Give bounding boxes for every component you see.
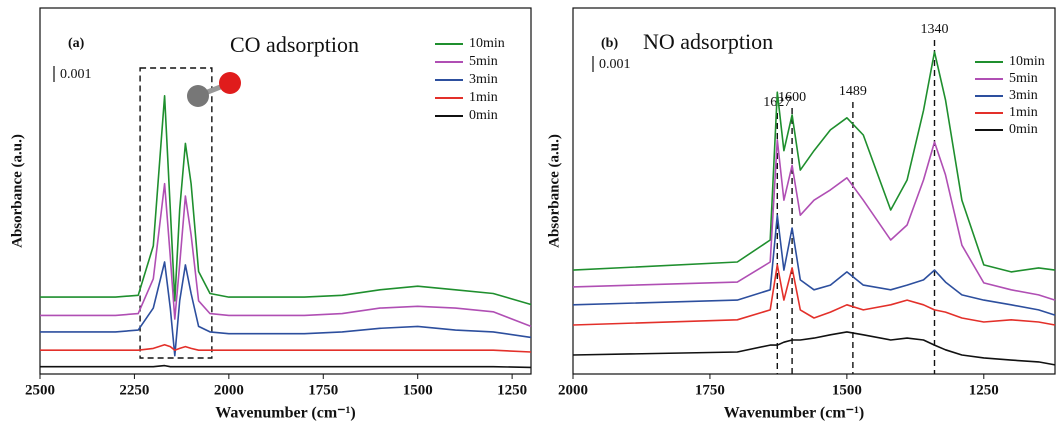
legend-label: 5min xyxy=(1009,71,1038,86)
spectrum-line xyxy=(40,95,532,306)
spectrum-line xyxy=(572,51,1056,273)
spectrum-line xyxy=(40,261,532,357)
co-molecule-icon xyxy=(187,72,241,107)
legend-label: 3min xyxy=(1009,88,1038,103)
legend-label: 10min xyxy=(1009,54,1045,69)
spectrum-line xyxy=(40,343,532,353)
legend-label: 5min xyxy=(469,54,498,69)
peak-label: 1340 xyxy=(921,22,949,37)
x-tick-label: 1750 xyxy=(308,382,338,398)
panel-title: NO adsorption xyxy=(643,29,773,54)
x-tick-label: 1250 xyxy=(497,382,527,398)
legend-label: 10min xyxy=(469,36,505,51)
x-tick-label: 2500 xyxy=(25,382,55,398)
x-tick-label: 1250 xyxy=(969,382,999,398)
panel-label: (a) xyxy=(68,36,85,51)
x-tick-label: 1750 xyxy=(695,382,725,398)
x-axis-label: Wavenumber (cm⁻¹) xyxy=(215,405,355,422)
spectrum-line xyxy=(40,364,532,369)
panel-label: (b) xyxy=(601,36,618,51)
carbon-atom xyxy=(187,85,209,107)
highlight-box xyxy=(139,67,213,359)
plot-frame xyxy=(572,7,1056,375)
legend-label: 1min xyxy=(469,90,498,105)
x-tick-label: 2000 xyxy=(214,382,244,398)
scale-label: 0.001 xyxy=(60,67,92,82)
peak-label: 1489 xyxy=(839,84,867,99)
legend-label: 3min xyxy=(469,72,498,87)
x-axis-label: Wavenumber (cm⁻¹) xyxy=(724,405,864,422)
legend-label: 1min xyxy=(1009,105,1038,120)
y-axis-label: Absorbance (a.u.) xyxy=(546,134,562,248)
spectrum-line xyxy=(572,214,1056,316)
panel-title: CO adsorption xyxy=(230,32,359,57)
oxygen-atom xyxy=(219,72,241,94)
y-axis-label: Absorbance (a.u.) xyxy=(9,134,25,248)
x-tick-label: 2000 xyxy=(558,382,588,398)
legend-label: 0min xyxy=(469,108,498,123)
peak-label: 1600 xyxy=(778,90,806,105)
x-tick-label: 1500 xyxy=(403,382,433,398)
spectrum-line xyxy=(572,139,1056,301)
x-tick-label: 2250 xyxy=(119,382,149,398)
x-tick-label: 1500 xyxy=(832,382,862,398)
plot-frame xyxy=(39,7,532,375)
legend-label: 0min xyxy=(1009,122,1038,137)
spectrum-line xyxy=(40,182,532,328)
scale-label: 0.001 xyxy=(599,57,631,72)
spectrum-line xyxy=(572,264,1056,326)
spectrum-line xyxy=(572,331,1056,366)
